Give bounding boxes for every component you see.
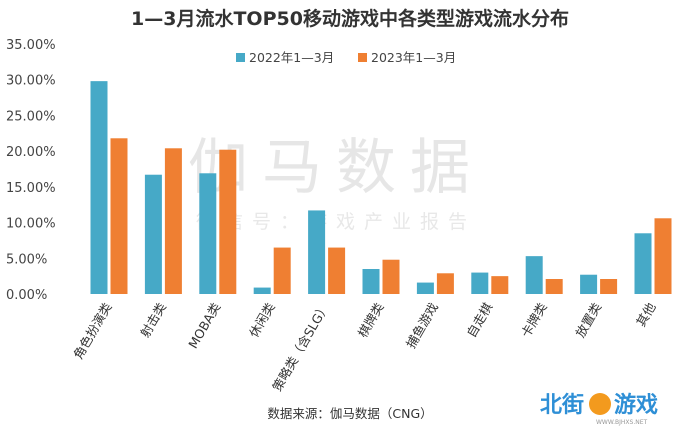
y-tick-label: 0.00%	[6, 288, 47, 303]
bar-2023	[110, 138, 128, 294]
legend-swatch-2022	[236, 53, 245, 62]
bar-2023	[545, 279, 563, 294]
legend-label-2023: 2023年1—3月	[371, 50, 456, 65]
y-tick-label: 15.00%	[6, 181, 56, 196]
bar-2022	[90, 81, 108, 295]
x-tick-label: 卡牌类	[518, 300, 550, 340]
y-tick-label: 30.00%	[6, 74, 56, 89]
bar-2022	[362, 269, 380, 294]
legend: 2022年1—3月 2023年1—3月	[236, 50, 456, 65]
logo-url: WWW.BJHXS.NET	[596, 419, 648, 426]
x-tick-label: 角色扮演类	[70, 300, 114, 362]
y-tick-label: 5.00%	[6, 252, 47, 267]
x-tick-label: MOBA类	[185, 300, 223, 351]
y-tick-label: 35.00%	[6, 38, 56, 53]
legend-label-2022: 2022年1—3月	[249, 50, 334, 65]
x-tick-label: 自走棋	[464, 300, 496, 340]
bar-2022	[525, 256, 543, 294]
bar-2022	[144, 174, 162, 294]
bar-2023	[273, 247, 291, 294]
bar-2022	[253, 287, 271, 294]
x-tick-label: 射击类	[137, 300, 169, 340]
bar-2022	[580, 274, 598, 294]
y-tick-label: 25.00%	[6, 109, 56, 124]
x-tick-label: 休闲类	[246, 300, 278, 340]
x-tick-label: 其他	[633, 300, 659, 330]
bar-2023	[436, 273, 454, 294]
bar-2023	[164, 148, 182, 294]
logo-text-2: 游戏	[614, 392, 658, 418]
bar-2023	[328, 247, 346, 294]
y-tick-label: 10.00%	[6, 217, 56, 232]
logo-text-1: 北街	[540, 392, 584, 418]
x-tick-label: 策略类（含SLG）	[269, 300, 332, 394]
chart-title: 1—3月流水TOP50移动游戏中各类型游戏流水分布	[131, 7, 569, 30]
bar-2023	[382, 259, 400, 294]
watermark-sub: 微信号：游戏产业报告	[196, 211, 476, 233]
bar-2023	[491, 276, 509, 294]
x-tick-label: 棋牌类	[355, 300, 387, 340]
source-note: 数据来源：伽马数据（CNG）	[267, 406, 432, 421]
bar-2022	[416, 282, 434, 294]
legend-swatch-2023	[358, 53, 367, 62]
y-tick-label: 20.00%	[6, 145, 56, 160]
bar-2022	[308, 210, 326, 294]
x-tick-label: 捕鱼游戏	[403, 300, 441, 351]
bar-2023	[654, 218, 672, 294]
bar-2023	[600, 279, 618, 294]
bar-2022	[199, 173, 217, 294]
bar-2023	[219, 149, 237, 294]
bar-2022	[634, 233, 652, 294]
site-logo: 北街 游戏 WWW.BJHXS.NET	[540, 392, 658, 426]
bar-2022	[471, 272, 489, 294]
logo-sun-icon	[589, 393, 611, 415]
x-tick-label: 放置类	[572, 300, 604, 340]
